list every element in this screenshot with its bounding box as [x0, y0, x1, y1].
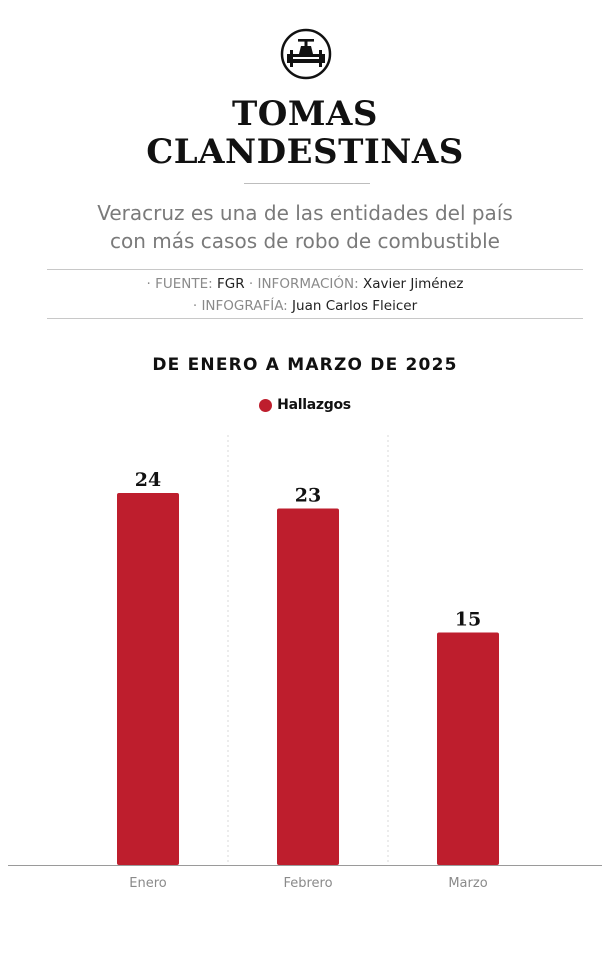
source-value: FGR — [216, 276, 245, 292]
data-label-febrero: 23 — [295, 485, 321, 507]
page-title-line-2: CLANDESTINAS — [146, 132, 464, 172]
subtitle-line-1: Veracruz es una de las entidades del paí… — [97, 201, 513, 225]
source-label: · FUENTE: — [146, 276, 213, 292]
page-title-line-1: TOMAS — [232, 94, 378, 134]
info-value: Xavier Jiménez — [362, 276, 464, 292]
bar-enero — [117, 493, 179, 865]
chart-legend: Hallazgos — [0, 397, 610, 413]
credits-line-2: · INFOGRAFÍA: Juan Carlos Fleicer — [0, 296, 610, 316]
x-tick-marzo: Marzo — [448, 876, 487, 891]
subtitle: Veracruz es una de las entidades del paí… — [0, 199, 610, 255]
legend-swatch — [259, 398, 273, 412]
subtitle-line-2: con más casos de robo de combustible — [110, 229, 500, 253]
pipeline-valve-icon — [280, 28, 332, 80]
legend-label: Hallazgos — [277, 397, 351, 413]
graphic-label: · INFOGRAFÍA: — [192, 298, 288, 314]
info-label: · INFORMACIÓN: — [248, 276, 359, 292]
credits-bottom-divider — [47, 318, 583, 319]
x-tick-enero: Enero — [129, 876, 167, 891]
credits-top-divider — [47, 269, 583, 270]
bar-febrero — [277, 508, 339, 865]
chart-title: DE ENERO A MARZO DE 2025 — [152, 355, 458, 375]
graphic-value: Juan Carlos Fleicer — [292, 298, 418, 314]
data-label-enero: 24 — [135, 469, 161, 491]
credits-line-1: · FUENTE: FGR · INFORMACIÓN: Xavier Jimé… — [0, 274, 610, 294]
bar-chart: 24 Enero 23 Febrero 15 Marzo — [8, 435, 602, 891]
x-tick-febrero: Febrero — [283, 876, 332, 891]
title-divider — [244, 183, 370, 184]
bar-marzo — [437, 632, 499, 865]
data-label-marzo: 15 — [455, 609, 481, 631]
